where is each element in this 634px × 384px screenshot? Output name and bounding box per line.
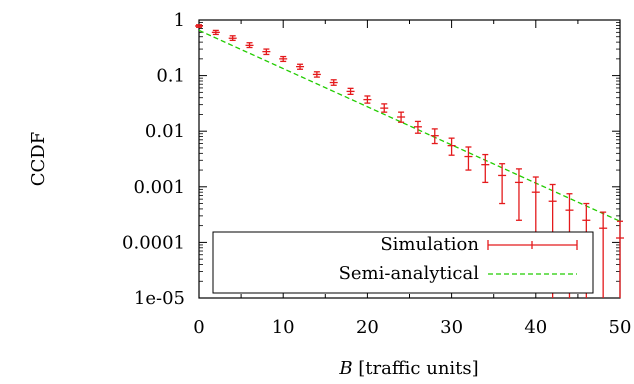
legend-box [212, 231, 594, 294]
simulation-point [195, 24, 203, 28]
x-tick-label: 20 [356, 317, 379, 338]
legend-label-simulation: Simulation [380, 234, 479, 255]
x-tick-label: 40 [524, 317, 547, 338]
simulation-point [599, 211, 608, 298]
simulation-point [346, 87, 355, 96]
y-tick-label: 1 [174, 10, 185, 31]
y-tick-label: 0.01 [145, 121, 185, 142]
simulation-point [413, 120, 422, 134]
y-tick-label: 0.001 [133, 177, 185, 198]
simulation-point [616, 220, 624, 298]
simulation-point [514, 168, 523, 221]
y-tick-label: 0.1 [156, 66, 185, 87]
x-tick-label: 0 [193, 317, 204, 338]
simulation-point [296, 63, 305, 70]
simulation-point [279, 55, 288, 63]
simulation-point [329, 79, 338, 86]
simulation-point [380, 103, 389, 113]
simulation-point [397, 111, 406, 123]
simulation-point [228, 35, 237, 42]
x-axis-label: B [traffic units] [338, 358, 478, 379]
x-axis-variable: B [338, 358, 352, 379]
simulation-point [211, 29, 220, 36]
semi-analytical-line [198, 29, 621, 222]
x-axis-unit: [traffic units] [353, 358, 479, 379]
simulation-point [262, 48, 271, 56]
simulation-point [447, 137, 456, 156]
simulation-point [481, 153, 490, 184]
simulation-point [363, 95, 372, 104]
axis-labels: B [traffic units] CCDF [28, 132, 479, 379]
simulation-point [245, 42, 254, 49]
legend: Simulation Semi-analytical [212, 231, 594, 294]
y-axis-label: CCDF [28, 132, 49, 186]
axis-ticks: 0 10 20 30 40 50 1 0.1 0.01 0.001 0.0001 1e-05 [122, 10, 631, 338]
legend-label-semi-analytical: Semi-analytical [339, 263, 480, 284]
y-tick-label: 0.0001 [122, 232, 185, 253]
simulation-point [464, 146, 473, 171]
simulation-point [498, 163, 507, 205]
y-tick-label: 1e-05 [134, 288, 185, 309]
x-tick-label: 10 [272, 317, 295, 338]
simulation-point [312, 71, 321, 78]
x-tick-label: 50 [609, 317, 632, 338]
x-tick-label: 30 [440, 317, 463, 338]
simulation-point [430, 128, 439, 145]
